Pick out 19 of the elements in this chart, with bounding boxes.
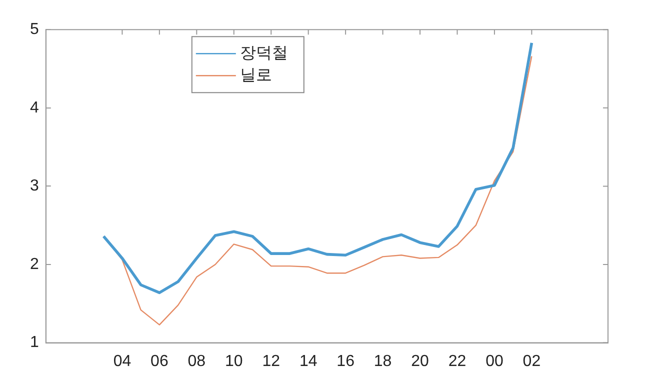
x-tick-label: 06 xyxy=(150,352,168,370)
x-tick-label: 16 xyxy=(336,352,355,370)
x-tick-label: 10 xyxy=(224,352,243,370)
y-tick-label: 4 xyxy=(30,99,39,116)
x-tick-label: 00 xyxy=(486,352,504,370)
x-tick-label: 02 xyxy=(522,352,541,370)
legend-label: 장덕철 xyxy=(240,42,288,62)
x-tick-label: 12 xyxy=(262,352,280,370)
y-tick-label: 1 xyxy=(30,334,39,352)
y-tick-label: 5 xyxy=(30,21,39,38)
x-tick-label: 18 xyxy=(374,352,392,370)
legend-label: 닐로 xyxy=(240,64,272,84)
y-tick-label: 3 xyxy=(30,178,39,195)
x-tick-label: 14 xyxy=(299,352,318,370)
y-tick-label: 2 xyxy=(30,256,39,273)
x-tick-label: 22 xyxy=(448,352,466,370)
x-tick-label: 04 xyxy=(113,352,132,370)
x-tick-label: 20 xyxy=(411,352,430,370)
x-tick-label: 08 xyxy=(188,352,206,370)
